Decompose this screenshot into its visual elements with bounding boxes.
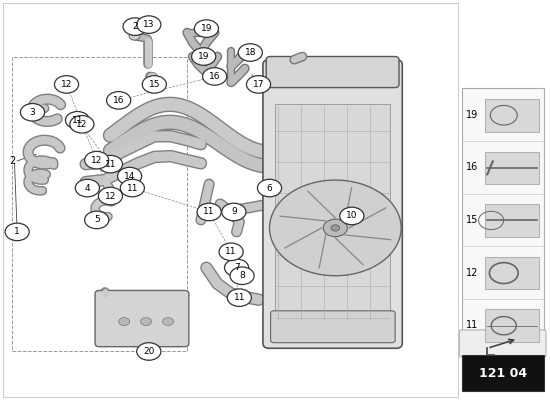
Circle shape — [224, 259, 249, 276]
Text: 11: 11 — [466, 320, 478, 330]
Circle shape — [20, 104, 45, 121]
Text: 16: 16 — [466, 162, 478, 172]
Circle shape — [340, 207, 364, 225]
Text: 18: 18 — [245, 48, 256, 57]
Circle shape — [197, 203, 221, 221]
Text: 9: 9 — [231, 208, 236, 216]
Bar — [485, 99, 540, 132]
Ellipse shape — [205, 210, 214, 214]
Circle shape — [147, 72, 158, 80]
Text: 19: 19 — [466, 110, 478, 120]
Circle shape — [270, 180, 401, 276]
Ellipse shape — [73, 118, 82, 122]
Circle shape — [65, 112, 90, 129]
Circle shape — [323, 219, 348, 237]
Text: 1: 1 — [14, 227, 20, 236]
Text: 2: 2 — [10, 156, 16, 166]
Text: 12: 12 — [91, 156, 102, 165]
Circle shape — [331, 225, 340, 231]
Bar — [485, 309, 540, 342]
FancyBboxPatch shape — [263, 60, 402, 348]
Text: 11: 11 — [104, 160, 116, 169]
Circle shape — [142, 76, 166, 93]
Circle shape — [141, 318, 152, 326]
Circle shape — [5, 223, 29, 241]
Circle shape — [257, 179, 282, 197]
Circle shape — [191, 48, 216, 65]
Bar — [461, 356, 544, 391]
Text: 5: 5 — [94, 216, 100, 224]
Text: 15: 15 — [148, 80, 160, 89]
Text: 20: 20 — [143, 347, 155, 356]
Ellipse shape — [128, 186, 137, 190]
Bar — [485, 204, 540, 237]
Circle shape — [163, 318, 173, 326]
Text: 8: 8 — [239, 271, 245, 280]
Circle shape — [202, 68, 227, 85]
Circle shape — [230, 267, 254, 284]
Text: 17: 17 — [253, 80, 265, 89]
Circle shape — [119, 318, 130, 326]
Circle shape — [123, 18, 147, 35]
Circle shape — [54, 76, 79, 93]
Circle shape — [246, 76, 271, 93]
Circle shape — [120, 179, 145, 197]
Text: 12: 12 — [61, 80, 72, 89]
Circle shape — [227, 289, 251, 306]
Text: 15: 15 — [466, 215, 478, 225]
Ellipse shape — [234, 296, 244, 300]
Text: 19: 19 — [198, 52, 210, 61]
Text: 10: 10 — [346, 212, 358, 220]
Circle shape — [75, 179, 100, 197]
Circle shape — [118, 167, 142, 185]
Text: 7: 7 — [234, 263, 239, 272]
Bar — [3, 3, 458, 397]
Circle shape — [107, 92, 131, 109]
Bar — [485, 257, 540, 289]
Circle shape — [98, 155, 123, 173]
Text: 11: 11 — [204, 208, 215, 216]
Text: 2: 2 — [133, 22, 138, 31]
Bar — [275, 104, 390, 320]
Text: 12: 12 — [466, 268, 478, 278]
Circle shape — [129, 32, 140, 40]
Circle shape — [137, 16, 161, 33]
Text: 11: 11 — [234, 293, 245, 302]
Circle shape — [98, 187, 123, 205]
Circle shape — [137, 343, 161, 360]
Ellipse shape — [226, 250, 236, 254]
Bar — [485, 152, 540, 184]
FancyBboxPatch shape — [271, 311, 395, 343]
Text: 6: 6 — [267, 184, 272, 192]
Circle shape — [219, 243, 243, 260]
Text: 121 04: 121 04 — [478, 367, 527, 380]
FancyBboxPatch shape — [459, 330, 546, 357]
Text: 16: 16 — [209, 72, 221, 81]
Circle shape — [194, 20, 218, 37]
Text: 14: 14 — [124, 172, 135, 180]
Text: 11: 11 — [72, 116, 83, 125]
Circle shape — [238, 44, 262, 61]
Text: 12: 12 — [76, 120, 87, 129]
Text: 13: 13 — [143, 20, 155, 29]
Text: 12: 12 — [104, 192, 116, 200]
Bar — [461, 88, 544, 352]
FancyBboxPatch shape — [95, 290, 189, 347]
Circle shape — [70, 116, 94, 133]
Text: 11: 11 — [126, 184, 138, 192]
Text: 4: 4 — [85, 184, 90, 192]
Text: 19: 19 — [201, 24, 212, 33]
Text: 3: 3 — [30, 108, 35, 117]
Circle shape — [85, 211, 109, 229]
Bar — [12, 56, 187, 352]
Text: 16: 16 — [113, 96, 124, 105]
Text: 11: 11 — [226, 247, 237, 256]
Circle shape — [222, 203, 246, 221]
Circle shape — [85, 151, 109, 169]
FancyBboxPatch shape — [266, 56, 399, 88]
Ellipse shape — [106, 162, 116, 166]
